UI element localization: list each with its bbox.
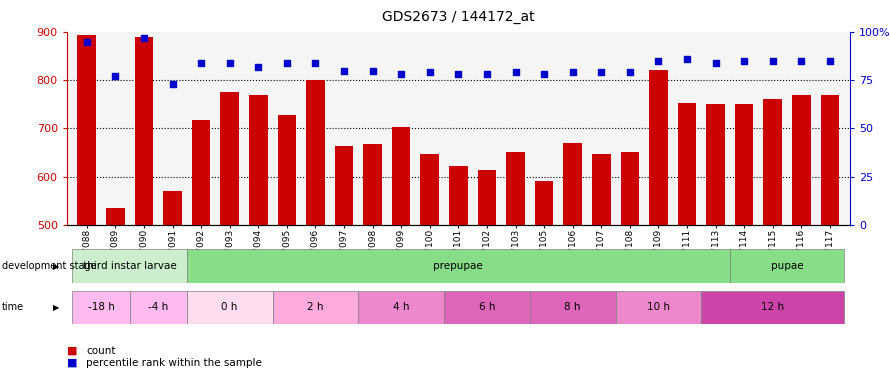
Bar: [134, 37, 153, 225]
Point: [651, 58, 666, 64]
Point: [394, 71, 409, 77]
Bar: [187, 291, 272, 324]
Text: third instar larvae: third instar larvae: [83, 261, 176, 271]
Bar: [735, 104, 754, 225]
Text: development stage: development stage: [2, 261, 96, 271]
Bar: [163, 191, 182, 225]
Bar: [192, 120, 210, 225]
Point: [451, 71, 465, 77]
Bar: [730, 249, 845, 283]
Point: [137, 34, 151, 40]
Point: [508, 69, 522, 75]
Bar: [701, 291, 845, 324]
Point: [366, 68, 380, 74]
Text: GDS2673 / 144172_at: GDS2673 / 144172_at: [382, 10, 535, 24]
Point: [765, 58, 780, 64]
Bar: [592, 153, 611, 225]
Point: [308, 60, 322, 66]
Point: [565, 69, 579, 75]
Bar: [420, 154, 439, 225]
Point: [794, 58, 808, 64]
Bar: [77, 35, 96, 225]
Bar: [449, 166, 467, 225]
Point: [79, 39, 93, 45]
Text: 6 h: 6 h: [479, 303, 495, 312]
Text: pupae: pupae: [771, 261, 804, 271]
Text: time: time: [2, 303, 24, 312]
Bar: [130, 291, 187, 324]
Point: [708, 60, 723, 66]
Bar: [444, 291, 530, 324]
Bar: [530, 291, 616, 324]
Point: [480, 71, 494, 77]
Text: ■: ■: [67, 358, 77, 368]
Text: prepupae: prepupae: [433, 261, 483, 271]
Text: count: count: [86, 346, 116, 355]
Bar: [649, 70, 668, 225]
Text: 12 h: 12 h: [761, 303, 784, 312]
Point: [595, 69, 609, 75]
Text: 2 h: 2 h: [307, 303, 324, 312]
Bar: [187, 249, 730, 283]
Bar: [278, 116, 296, 225]
Point: [194, 60, 208, 66]
Bar: [306, 80, 325, 225]
Text: 8 h: 8 h: [564, 303, 581, 312]
Bar: [821, 94, 839, 225]
Point: [222, 60, 237, 66]
Bar: [616, 291, 701, 324]
Point: [166, 81, 180, 87]
Bar: [478, 170, 497, 225]
Point: [623, 69, 637, 75]
Bar: [677, 104, 696, 225]
Point: [823, 58, 837, 64]
Bar: [535, 181, 554, 225]
Bar: [359, 291, 444, 324]
Point: [337, 68, 352, 74]
Text: percentile rank within the sample: percentile rank within the sample: [86, 358, 263, 368]
Text: ▶: ▶: [53, 262, 60, 271]
Bar: [506, 152, 525, 225]
Text: ■: ■: [67, 346, 77, 355]
Bar: [563, 143, 582, 225]
Text: 10 h: 10 h: [647, 303, 670, 312]
Bar: [392, 127, 410, 225]
Bar: [335, 146, 353, 225]
Bar: [72, 249, 187, 283]
Bar: [221, 92, 239, 225]
Point: [109, 73, 123, 79]
Point: [737, 58, 751, 64]
Point: [423, 69, 437, 75]
Bar: [363, 144, 382, 225]
Bar: [707, 104, 724, 225]
Text: 0 h: 0 h: [222, 303, 238, 312]
Bar: [249, 94, 268, 225]
Point: [251, 64, 265, 70]
Text: 4 h: 4 h: [392, 303, 409, 312]
Bar: [72, 291, 130, 324]
Bar: [792, 94, 811, 225]
Bar: [620, 152, 639, 225]
Point: [680, 56, 694, 62]
Point: [279, 60, 294, 66]
Text: ▶: ▶: [53, 303, 60, 312]
Text: -4 h: -4 h: [148, 303, 168, 312]
Point: [537, 71, 551, 77]
Bar: [106, 208, 125, 225]
Text: -18 h: -18 h: [87, 303, 115, 312]
Bar: [764, 99, 782, 225]
Bar: [272, 291, 359, 324]
